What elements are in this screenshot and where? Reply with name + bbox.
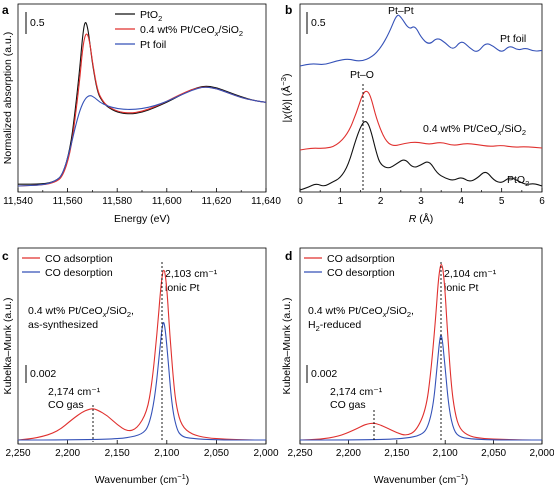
legend-label-adsorption: CO adsorption	[327, 253, 395, 265]
peak-label-wavenumber: 2,104 cm⁻¹	[444, 268, 497, 280]
panel-a-xlabel: Energy (eV)	[114, 213, 170, 225]
sample-label-line2: H2-reduced	[308, 319, 361, 333]
panel-d-ylabel: Kubelka–Munk (a.u.)	[281, 298, 293, 395]
series-line-co-adsorption	[299, 263, 542, 441]
panel-a-scale-label: 0.5	[30, 17, 45, 29]
label-pt-pt: Pt–Pt	[388, 5, 414, 17]
panel-d-x-axis: 2,250 2,200 2,150 2,100 2,050 2,000	[287, 440, 554, 459]
panel-b-x-axis: 0 1 2 3 4 5 6	[297, 188, 545, 207]
panel-a-legend: PtO2 0.4 wt% Pt/CeOx/SiO2 Pt foil	[115, 9, 243, 51]
gas-label-co-gas: CO gas	[48, 399, 84, 411]
peak-label-wavenumber: 2,103 cm⁻¹	[165, 268, 218, 280]
x-tick-label: 0	[297, 196, 303, 207]
legend-label-adsorption: CO adsorption	[45, 253, 113, 265]
legend-label-foil: Pt foil	[140, 39, 166, 51]
gas-label-wavenumber: 2,174 cm⁻¹	[48, 386, 101, 398]
panel-d: d CO adsorption CO desorption 0.4 wt% Pt…	[281, 247, 554, 486]
series-line-catalyst	[299, 90, 543, 151]
panel-b-ylabel: |χ(k)| (Å−3)	[279, 74, 293, 123]
sample-label-line1: 0.4 wt% Pt/CeOx/SiO2,	[308, 305, 414, 319]
sample-label-line1: 0.4 wt% Pt/CeOx/SiO2,	[28, 305, 134, 319]
panel-c-frame	[17, 247, 267, 445]
panel-b: b 0.5 Pt–Pt Pt–O Pt foil 0.4 wt% Pt/CeOx…	[279, 3, 545, 225]
x-tick-label: 1	[338, 196, 344, 207]
panel-b-xlabel: R (Å)	[409, 212, 434, 225]
panel-d-series	[299, 263, 542, 441]
panel-a: a 0.5 PtO2 0.4 wt% Pt/CeOx/SiO2 Pt foil …	[2, 3, 281, 225]
panel-d-legend: CO adsorption CO desorption	[304, 253, 395, 279]
x-tick-label: 3	[418, 196, 424, 207]
panel-c-label: c	[2, 249, 9, 263]
series-line-foil	[299, 14, 543, 67]
legend-label-pto2: PtO2	[140, 9, 162, 23]
panel-c-scale-label: 0.002	[30, 368, 56, 380]
panel-a-ylabel: Normalized absorption (a.u.)	[2, 32, 14, 164]
legend-label-desorption: CO desorption	[45, 267, 113, 279]
panel-b-scale-label: 0.5	[311, 17, 326, 29]
series-line-co-adsorption	[17, 269, 266, 441]
legend-label-desorption: CO desorption	[327, 267, 395, 279]
panel-c-x-axis: 2,250 2,200 2,150 2,100 2,050 2,000	[5, 440, 279, 459]
legend-label-catalyst: 0.4 wt% Pt/CeOx/SiO2	[140, 24, 243, 38]
x-tick-label: 11,560	[53, 196, 83, 207]
panel-c-series	[17, 269, 266, 441]
panel-c-xlabel: Wavenumber (cm−1)	[95, 472, 190, 486]
x-tick-label: 11,620	[201, 196, 231, 207]
x-tick-label: 2,000	[253, 448, 278, 459]
x-tick-label: 2,100	[433, 448, 458, 459]
x-tick-label: 6	[539, 196, 545, 207]
panel-a-series	[17, 21, 267, 187]
x-tick-label: 2,100	[154, 448, 179, 459]
panel-d-label: d	[285, 249, 292, 263]
series-line-co-desorption	[300, 334, 542, 441]
panel-b-series	[299, 14, 543, 191]
gas-label-wavenumber: 2,174 cm⁻¹	[330, 386, 383, 398]
x-tick-label: 2,150	[384, 448, 409, 459]
panel-b-label: b	[285, 3, 292, 17]
x-tick-label: 5	[499, 196, 505, 207]
series-line-catalyst	[17, 33, 267, 187]
label-pt-foil: Pt foil	[500, 33, 526, 45]
series-line-co-desorption	[18, 322, 266, 441]
x-tick-label: 11,600	[152, 196, 182, 207]
x-tick-label: 11,540	[3, 196, 33, 207]
peak-label-ionic-pt: ionic Pt	[165, 282, 200, 294]
peak-label-ionic-pt: ionic Pt	[444, 282, 479, 294]
panel-d-frame	[299, 247, 543, 445]
x-tick-label: 2	[378, 196, 384, 207]
x-tick-label: 2,150	[105, 448, 130, 459]
label-catalyst: 0.4 wt% Pt/CeOx/SiO2	[423, 123, 526, 137]
x-tick-label: 2,200	[55, 448, 80, 459]
panel-d-scale-label: 0.002	[311, 368, 337, 380]
panel-a-x-axis: 11,540 11,560 11,580 11,600 11,620 11,640	[3, 188, 281, 207]
panel-d-xlabel: Wavenumber (cm−1)	[374, 472, 469, 486]
panel-c-legend: CO adsorption CO desorption	[22, 253, 113, 279]
panel-c: c CO adsorption CO desorption 0.4 wt% Pt…	[2, 247, 279, 486]
series-line-pto2	[299, 120, 543, 191]
x-tick-label: 2,050	[204, 448, 229, 459]
x-tick-label: 2,250	[5, 448, 30, 459]
x-tick-label: 11,580	[102, 196, 132, 207]
panel-c-ylabel: Kubelka–Munk (a.u.)	[2, 298, 14, 395]
x-tick-label: 11,640	[251, 196, 281, 207]
sample-label-line2: as-synthesized	[28, 319, 98, 331]
panel-a-label: a	[2, 3, 9, 17]
x-tick-label: 2,250	[287, 448, 312, 459]
x-tick-label: 2,000	[529, 448, 554, 459]
x-tick-label: 2,050	[481, 448, 506, 459]
label-pt-o: Pt–O	[350, 69, 374, 81]
gas-label-co-gas: CO gas	[330, 399, 366, 411]
x-tick-label: 4	[459, 196, 465, 207]
series-line-foil	[17, 86, 267, 187]
x-tick-label: 2,200	[336, 448, 361, 459]
